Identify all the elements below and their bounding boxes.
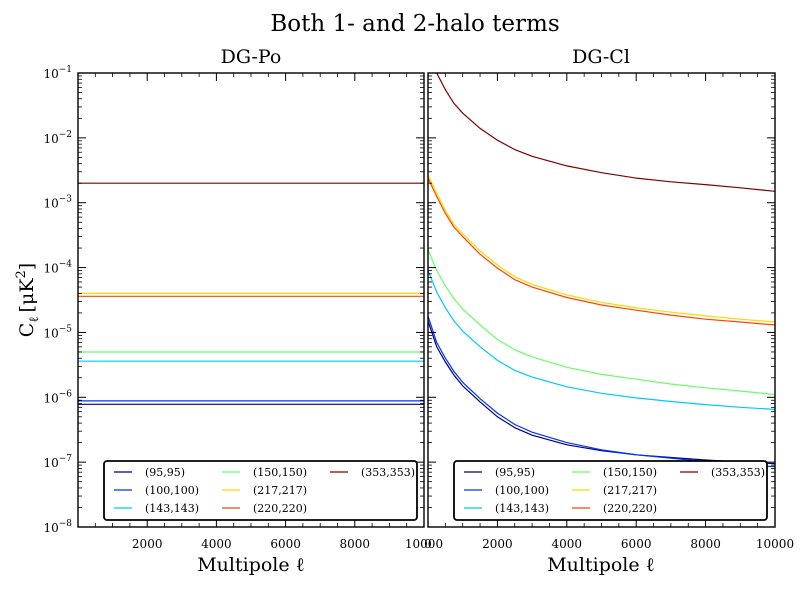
x-tick-label: 4000 [201, 537, 232, 551]
series-line-95-95 [428, 320, 775, 465]
y-tick-label: 10−1 [43, 65, 72, 81]
legend-label: (143,143) [145, 502, 199, 515]
y-tick-label: 10−3 [43, 195, 72, 211]
y-tick-label: 10−7 [43, 454, 72, 470]
series-group [428, 73, 775, 468]
legend-label: (150,150) [603, 466, 657, 479]
legend-label: (220,220) [253, 502, 307, 515]
x-axis-label-left: Multipole ℓ [197, 554, 305, 576]
legend-label: (353,353) [711, 466, 765, 479]
legend-label: (95,95) [145, 466, 185, 479]
panel-title-right: DG-Cl [572, 46, 630, 68]
series-line-100-100 [428, 315, 775, 468]
legend: (95,95) (100,100) (143,143) (150,150) (217,2… [453, 460, 768, 521]
x-tick-label: 4000 [552, 537, 583, 551]
series-line-143-143 [428, 270, 775, 410]
panel-dg-cl: 0 2000 4000 6000 8000 10000 (95,95) (100,100) (1… [424, 72, 794, 551]
x-tick-label: 8000 [690, 537, 721, 551]
legend-box [103, 460, 418, 521]
legend-label: (95,95) [495, 466, 535, 479]
x-tick-label: 0 [424, 537, 432, 551]
y-tick-label: 10−6 [43, 389, 72, 405]
y-tick-label: 10−4 [43, 260, 72, 276]
figure-suptitle: Both 1- and 2-halo terms [270, 11, 559, 37]
x-tick-label: 6000 [621, 537, 652, 551]
x-tick-label: 10000 [405, 537, 443, 551]
y-tick-label: 10−2 [43, 130, 72, 146]
series-line-150-150 [428, 249, 775, 396]
y-tick-label: 10−5 [43, 324, 72, 340]
series-line-217-217 [428, 174, 775, 323]
y-tick-label: 10−8 [43, 519, 72, 535]
legend: (95,95) (100,100) (143,143) (150,150) (217,2… [103, 460, 418, 521]
legend-label: (217,217) [253, 484, 307, 497]
x-tick-label: 2000 [132, 537, 163, 551]
legend-label: (353,353) [361, 466, 415, 479]
x-tick-label: 10000 [756, 537, 794, 551]
series-line-353-353 [436, 73, 775, 192]
legend-label: (100,100) [145, 484, 199, 497]
series-line-220-220 [428, 177, 775, 326]
legend-label: (220,220) [603, 502, 657, 515]
y-axis-label: Cℓ[μK2] [14, 263, 42, 337]
panel-dg-po: 10−8 10−7 10−6 10−5 10−4 10−3 10−2 10−1 2000 4000… [43, 65, 443, 551]
x-tick-label: 2000 [482, 537, 513, 551]
legend-box [453, 460, 768, 521]
x-tick-label: 8000 [340, 537, 371, 551]
x-axis-label-right: Multipole ℓ [547, 554, 655, 576]
legend-label: (217,217) [603, 484, 657, 497]
legend-label: (100,100) [495, 484, 549, 497]
panel-title-left: DG-Po [221, 46, 282, 68]
legend-label: (143,143) [495, 502, 549, 515]
series-group [78, 182, 424, 405]
x-tick-label: 6000 [270, 537, 301, 551]
legend-label: (150,150) [253, 466, 307, 479]
